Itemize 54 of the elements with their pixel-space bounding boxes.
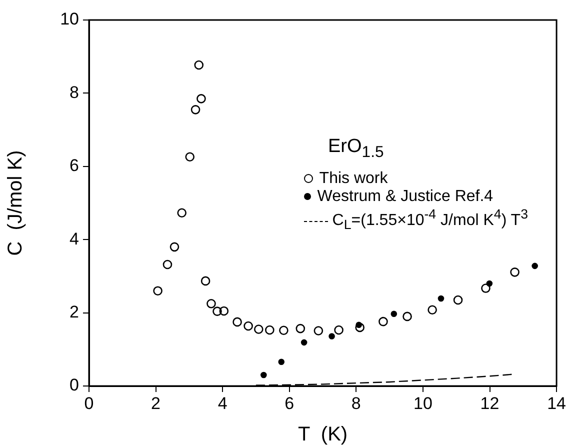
point [510, 268, 520, 277]
x-tick-label: 0 [84, 394, 94, 413]
y-tick-label: 8 [70, 82, 79, 102]
point [378, 316, 388, 326]
point [206, 299, 216, 308]
point [300, 339, 308, 346]
point [170, 242, 180, 252]
point [390, 310, 398, 318]
point [254, 324, 264, 334]
point [194, 60, 204, 70]
y-tick-label: 6 [70, 156, 79, 176]
point [328, 333, 335, 340]
point [196, 94, 206, 104]
x-tick-label: 8 [351, 394, 361, 413]
point [244, 321, 253, 331]
point [453, 295, 463, 305]
y-tick-label: 4 [70, 229, 79, 248]
x-tick-label: 10 [414, 394, 432, 413]
annotation: ErO$_{1.5}$ [328, 136, 384, 162]
point [334, 325, 344, 335]
y-tick-label: 2 [70, 302, 79, 322]
x-tick-label: 2 [151, 394, 161, 413]
y-axis-title: C (J/mol K) [4, 150, 27, 256]
point [279, 326, 288, 336]
point [314, 326, 324, 336]
point [428, 305, 437, 315]
point [278, 358, 285, 365]
point [177, 208, 186, 218]
point [162, 260, 172, 270]
point [402, 312, 412, 322]
point [260, 372, 267, 378]
y-tick-label: 0 [70, 376, 79, 395]
legend-label: Westrum & Justice Ref.4 [317, 188, 494, 205]
x-tick-label: 14 [547, 394, 566, 413]
point [219, 306, 229, 316]
point [532, 262, 538, 270]
x-tick-label: 4 [218, 394, 228, 413]
point [355, 322, 364, 332]
point [200, 276, 210, 286]
point [185, 152, 195, 162]
point [212, 306, 222, 316]
x-tick-label: 12 [480, 394, 500, 413]
point [153, 286, 162, 296]
x-axis-title: T (K) [298, 424, 348, 446]
point [296, 324, 306, 334]
legend-label: This work [319, 170, 388, 187]
point [190, 105, 200, 114]
y-tick-label: 10 [60, 10, 79, 29]
x-tick-label: 6 [284, 394, 294, 413]
point [232, 317, 242, 327]
point [481, 284, 490, 293]
point [265, 325, 274, 335]
point [438, 295, 444, 302]
legend-label: C$_{L}$=(1.55×10$^{-4}$ J/mol K$^{4}$) T$^{3}$ [332, 207, 528, 233]
